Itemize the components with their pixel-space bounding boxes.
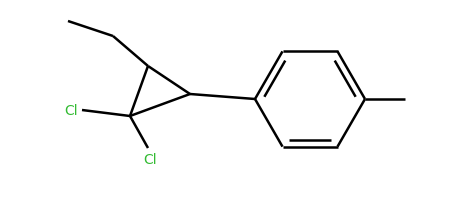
Text: Cl: Cl <box>143 152 157 166</box>
Text: Cl: Cl <box>64 103 78 117</box>
